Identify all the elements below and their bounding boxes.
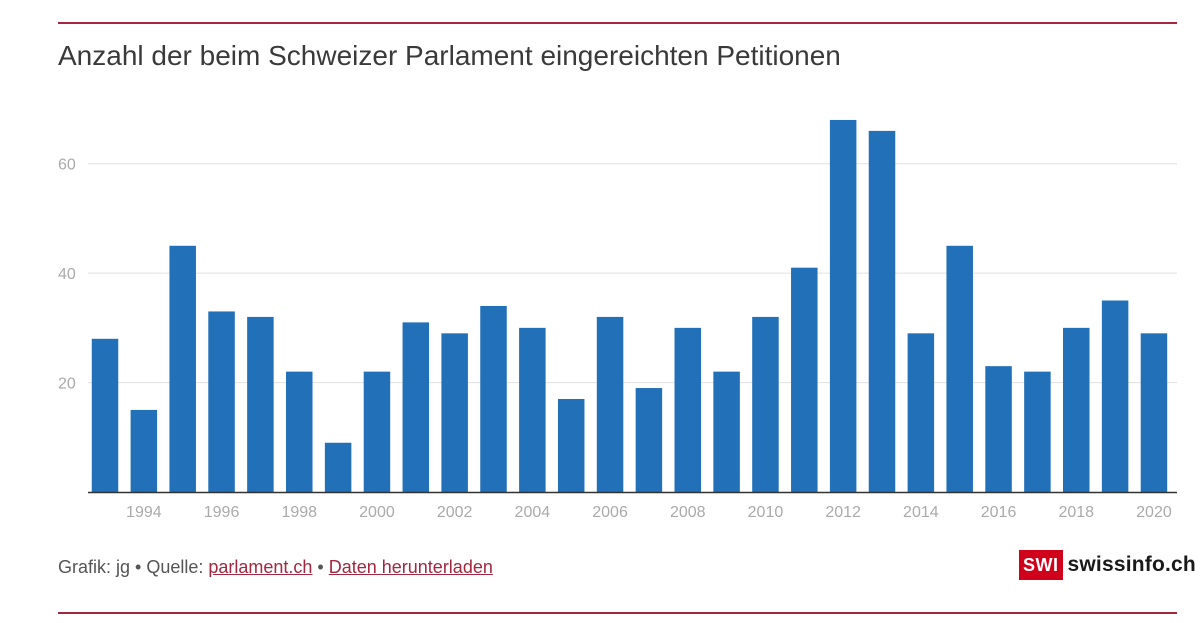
bar-1997	[247, 316, 274, 492]
bar-1993	[91, 338, 119, 492]
bar-2006	[596, 316, 624, 492]
bar-1999	[324, 442, 352, 492]
y-tick-label-60: 60	[58, 157, 76, 174]
bar-2017	[1024, 371, 1051, 492]
bar-2011	[791, 267, 818, 492]
bar-2007	[635, 388, 663, 492]
x-tick-label-2012: 2012	[825, 504, 861, 521]
bar-2010	[752, 316, 779, 492]
bar-1994	[130, 409, 158, 492]
bottom-rule	[58, 612, 1177, 614]
y-tick-label-40: 40	[58, 266, 76, 283]
bar-2005	[557, 398, 585, 492]
bar-2020	[1140, 333, 1168, 492]
bar-1995	[169, 245, 196, 492]
y-tick-label-20: 20	[58, 376, 76, 393]
x-tick-label-1998: 1998	[281, 504, 317, 521]
bar-2014	[907, 333, 935, 492]
swissinfo-logo-text: swissinfo.ch	[1067, 553, 1196, 576]
bar-2016	[985, 366, 1012, 492]
x-tick-label-2020: 2020	[1136, 504, 1172, 521]
bar-2008	[674, 327, 701, 492]
bar-2012	[829, 119, 857, 492]
bar-2009	[713, 371, 740, 492]
x-tick-label-2016: 2016	[981, 504, 1017, 521]
download-data-link[interactable]: Daten herunterladen	[328, 557, 493, 577]
x-tick-label-2008: 2008	[670, 504, 706, 521]
bar-2002	[441, 333, 468, 492]
bar-1998	[286, 371, 313, 492]
chart-title: Anzahl der beim Schweizer Parlament eing…	[58, 40, 841, 71]
footer-prefix: Grafik: jg • Quelle:	[58, 557, 209, 577]
bar-2003	[480, 305, 507, 492]
swissinfo-logo[interactable]: SWI swissinfo.ch	[1019, 550, 1196, 580]
bar-1996	[208, 311, 235, 492]
x-tick-label-1996: 1996	[204, 504, 240, 521]
footer-credits: Grafik: jg • Quelle: parlament.ch • Date…	[58, 557, 493, 578]
bar-2000	[363, 371, 391, 492]
bar-2001	[402, 322, 430, 492]
x-tick-label-2000: 2000	[359, 504, 395, 521]
footer-separator: •	[312, 557, 329, 577]
bar-2015	[946, 245, 973, 492]
source-link[interactable]: parlament.ch	[208, 557, 313, 577]
x-tick-label-2014: 2014	[903, 504, 939, 521]
x-tick-label-2018: 2018	[1058, 504, 1094, 521]
x-tick-label-1994: 1994	[126, 504, 162, 521]
bar-2004	[519, 327, 546, 492]
bar-2018	[1063, 327, 1090, 492]
x-tick-label-2006: 2006	[592, 504, 628, 521]
x-tick-label-2002: 2002	[437, 504, 473, 521]
swi-logo-box: SWI	[1019, 550, 1063, 580]
bar-2013	[868, 130, 896, 492]
bar-chart: 20 40 60 1994 1996 1998 2000 2002 2004 2006 2008 20…	[58, 119, 1177, 521]
x-tick-label-2010: 2010	[748, 504, 784, 521]
bar-2019	[1101, 300, 1129, 492]
x-tick-label-2004: 2004	[515, 504, 551, 521]
top-rule	[58, 22, 1177, 24]
